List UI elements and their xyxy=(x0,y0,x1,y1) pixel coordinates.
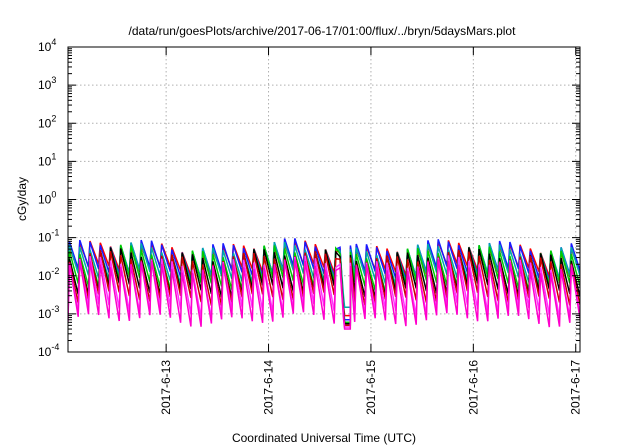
axis-ticks xyxy=(68,46,580,353)
y-tick-label: 101 xyxy=(38,151,56,168)
y-tick-label: 10-3 xyxy=(38,304,59,321)
y-tick-label: 10-2 xyxy=(38,266,59,283)
x-tick-label: 2017-6-15 xyxy=(364,360,378,415)
y-tick-labels: 10-4 10-3 10-2 10-1 100 101 102 103 104 xyxy=(38,37,59,359)
y-tick-label: 100 xyxy=(38,190,56,207)
x-tick-label: 2017-6-16 xyxy=(466,360,480,415)
y-axis-label: cGy/day xyxy=(15,177,29,221)
y-tick-label: 102 xyxy=(38,113,56,130)
series-lines xyxy=(68,238,580,330)
y-tick-label: 104 xyxy=(38,37,56,54)
x-tick-labels: 2017-6-13 2017-6-14 2017-6-15 2017-6-16 2017… xyxy=(159,360,583,415)
x-tick-label: 2017-6-14 xyxy=(262,360,276,415)
y-tick-label: 10-1 xyxy=(38,228,59,245)
series-line xyxy=(68,258,580,330)
x-tick-label: 2017-6-13 xyxy=(159,360,173,415)
y-tick-label: 103 xyxy=(38,75,56,92)
chart-title: /data/run/goesPlots/archive/2017-06-17/0… xyxy=(129,24,517,38)
x-axis-label: Coordinated Universal Time (UTC) xyxy=(232,431,416,445)
x-tick-label: 2017-6-17 xyxy=(569,360,583,415)
y-tick-label: 10-4 xyxy=(38,342,59,359)
